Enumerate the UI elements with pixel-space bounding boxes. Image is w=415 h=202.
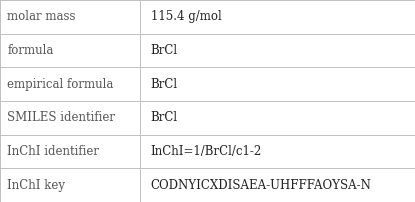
Text: BrCl: BrCl	[151, 111, 178, 124]
Text: empirical formula: empirical formula	[7, 78, 114, 91]
Text: InChI key: InChI key	[7, 179, 66, 192]
Text: molar mass: molar mass	[7, 10, 76, 23]
Text: 115.4 g/mol: 115.4 g/mol	[151, 10, 221, 23]
Text: InChI identifier: InChI identifier	[7, 145, 100, 158]
Text: BrCl: BrCl	[151, 78, 178, 91]
Text: CODNYICXDISAEA-UHFFFAOYSA-N: CODNYICXDISAEA-UHFFFAOYSA-N	[151, 179, 371, 192]
Text: SMILES identifier: SMILES identifier	[7, 111, 115, 124]
Text: BrCl: BrCl	[151, 44, 178, 57]
Text: InChI=1/BrCl/c1-2: InChI=1/BrCl/c1-2	[151, 145, 262, 158]
Text: formula: formula	[7, 44, 54, 57]
